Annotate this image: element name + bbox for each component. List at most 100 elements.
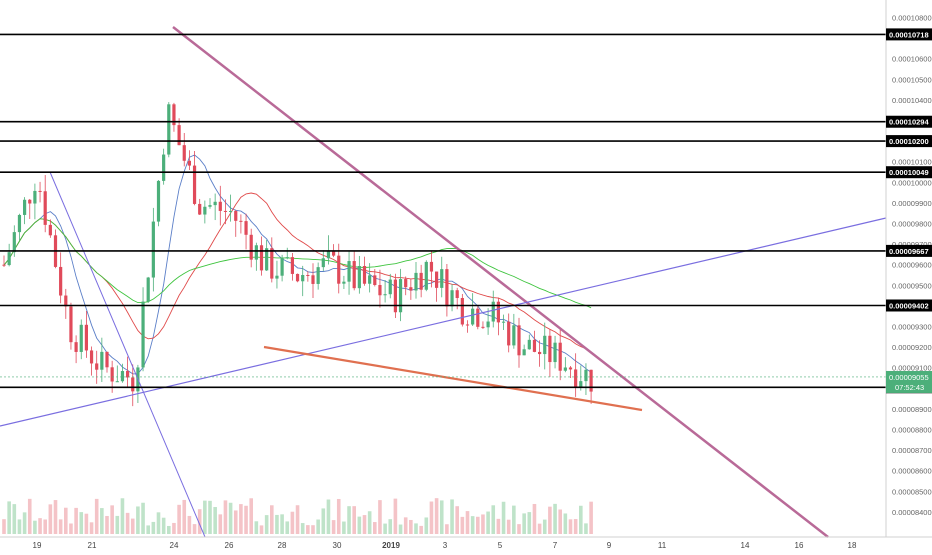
x-axis-labels: 19 21 24 26 28 30 2019 3 5 7 9 11 14 16 18 <box>33 541 857 550</box>
level-price-label: 0.00010718 <box>889 30 929 39</box>
candle-body <box>239 220 243 222</box>
candle-body <box>414 272 418 291</box>
candle-body <box>33 190 37 204</box>
volume-bar <box>79 512 84 534</box>
candle-body <box>393 279 397 313</box>
level-price-tag <box>886 28 932 41</box>
ascending-trendline <box>0 217 887 427</box>
volume-bar <box>532 503 537 534</box>
volume-bar <box>167 525 171 534</box>
volume-bars-layer <box>2 498 593 534</box>
volume-bar <box>110 505 114 534</box>
candle-body <box>131 377 135 392</box>
y-tick-label: 0.00008400 <box>892 508 932 517</box>
volume-bar <box>130 518 135 534</box>
y-tick-label: 0.00010800 <box>892 14 932 23</box>
candle-body <box>84 324 88 351</box>
candle-body <box>64 295 68 307</box>
volume-bar <box>290 511 295 534</box>
candle-body <box>7 252 11 266</box>
volume-bar <box>579 505 583 534</box>
current-price-label: 0.00009055 <box>889 373 929 382</box>
candle-body <box>162 154 166 181</box>
candle-body <box>259 245 264 271</box>
candle-body <box>280 257 284 276</box>
candle-body <box>105 351 109 368</box>
candle-body <box>589 369 593 392</box>
level-price-label: 0.00009402 <box>889 301 929 310</box>
candle-body <box>460 298 464 325</box>
volume-bar <box>105 515 109 534</box>
volume-bar <box>352 506 356 534</box>
volume-bar <box>522 513 526 534</box>
candle-body <box>568 367 573 370</box>
candle-body <box>574 369 578 387</box>
y-tick-label: 0.00009600 <box>892 261 932 270</box>
candle-body <box>512 325 516 346</box>
candle-body <box>229 210 233 212</box>
candle-body <box>357 266 361 289</box>
x-tick-label: 16 <box>795 541 804 550</box>
candle-body <box>59 266 63 296</box>
volume-bar <box>367 511 372 534</box>
volume-bar <box>512 505 516 534</box>
candle-body <box>321 258 325 268</box>
volume-bar <box>342 521 346 534</box>
candle-body <box>481 326 485 328</box>
volume-bar <box>239 504 243 534</box>
candle-body <box>435 271 439 288</box>
volume-bar <box>48 504 53 534</box>
candle-body <box>120 371 125 382</box>
y-tick-label: 0.00009700 <box>892 240 932 249</box>
volume-bar <box>74 507 78 534</box>
candle-body <box>167 104 171 155</box>
candle-body <box>450 290 454 307</box>
y-tick-label: 0.00008700 <box>892 446 932 455</box>
volume-bar <box>192 524 197 534</box>
candle-body <box>471 308 475 325</box>
level-price-label: 0.00010294 <box>889 118 929 127</box>
candle-body <box>419 272 423 290</box>
volume-bar <box>419 525 423 534</box>
volume-bar <box>233 510 238 534</box>
candle-body <box>373 275 377 286</box>
volume-bar <box>403 517 408 534</box>
candle-body <box>79 324 83 352</box>
price-tags-layer: 0.00010718 0.00010294 0.00010200 0.00010049… <box>886 28 932 394</box>
volume-bar <box>172 522 176 534</box>
level-price-tag <box>886 115 932 128</box>
candle-body <box>126 371 130 378</box>
volume-bar <box>197 509 202 534</box>
volume-bar <box>460 516 465 534</box>
candle-body <box>285 257 289 259</box>
x-tick-label: 26 <box>225 541 234 550</box>
candle-body <box>23 199 27 215</box>
volume-bar <box>249 498 253 534</box>
y-tick-label: 0.00010100 <box>892 158 932 167</box>
y-tick-label: 0.00009900 <box>892 199 932 208</box>
candle-body <box>275 275 279 279</box>
candle-body <box>43 191 47 225</box>
candle-body <box>198 203 202 215</box>
candle-body <box>265 248 269 271</box>
candle-body <box>476 308 480 327</box>
x-tick-label: 7 <box>553 541 558 550</box>
volume-bar <box>84 513 89 534</box>
candle-body <box>352 261 356 289</box>
level-price-tag <box>886 135 932 148</box>
candle-body <box>69 306 73 343</box>
volume-bar <box>300 523 305 534</box>
volume-bar <box>450 499 454 534</box>
candle-body <box>465 324 470 326</box>
volume-bar <box>100 508 104 534</box>
volume-bar <box>347 506 351 534</box>
x-tick-label: 2019 <box>382 541 400 550</box>
candle-body <box>12 232 16 253</box>
candle-body <box>223 210 228 212</box>
candle-body <box>455 290 459 299</box>
candle-body <box>17 214 22 233</box>
volume-bar <box>336 498 341 534</box>
candle-body <box>347 261 351 282</box>
candle-body <box>38 190 42 192</box>
